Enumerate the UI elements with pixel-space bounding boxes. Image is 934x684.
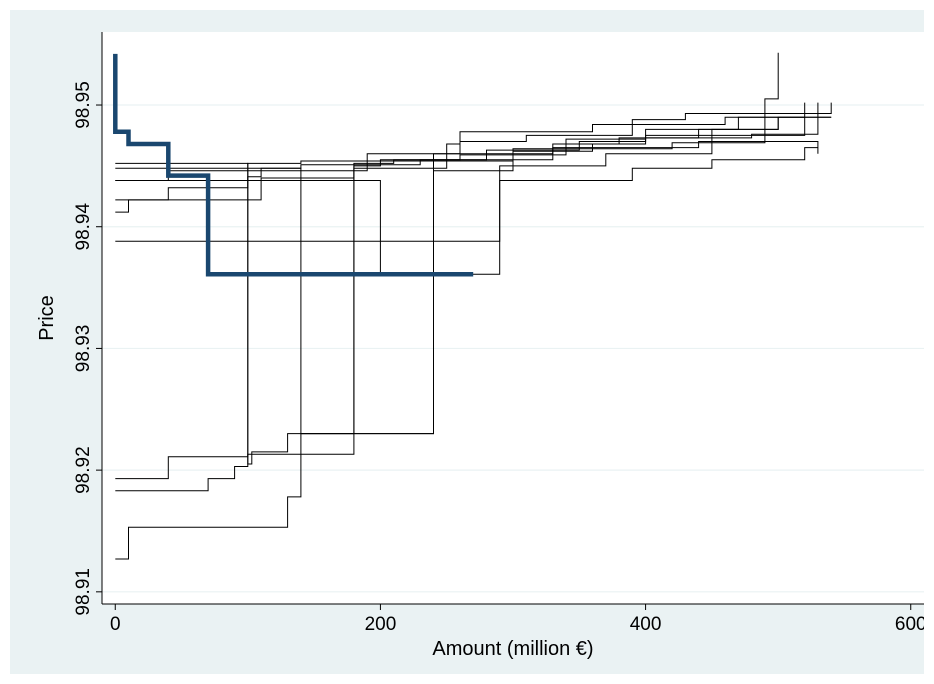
highlight-series-line <box>113 53 474 277</box>
series-line-8 <box>115 116 805 492</box>
plot-area <box>102 32 924 604</box>
chart-frame: 98.91 98.92 98.93 98.94 98.95 0 200 400 600 Amou… <box>10 10 924 674</box>
y-tick-label: 98.93 <box>73 325 94 373</box>
x-tick-label: 0 <box>110 614 121 635</box>
x-tick-label: 600 <box>895 614 924 635</box>
x-tick-label: 400 <box>630 614 662 635</box>
step-chart: 98.91 98.92 98.93 98.94 98.95 0 200 400 600 Amou… <box>36 32 924 660</box>
x-tick-label: 200 <box>365 614 397 635</box>
series-line-5 <box>115 52 779 213</box>
axes <box>101 32 924 605</box>
highlight-series-layer <box>113 53 474 277</box>
y-tick-label: 98.91 <box>73 568 94 616</box>
grid-lines <box>102 104 924 593</box>
y-tick-label: 98.95 <box>73 81 94 129</box>
x-axis-title: Amount (million €) <box>432 638 593 660</box>
series-line-9 <box>115 117 779 560</box>
y-axis-title: Price <box>36 295 58 341</box>
y-tick-label: 98.92 <box>73 446 94 494</box>
tick-marks: 98.91 98.92 98.93 98.94 98.95 0 200 400 600 <box>73 81 924 635</box>
series-line-7 <box>115 141 819 480</box>
series-line-1 <box>115 116 832 465</box>
series-lines <box>115 52 832 560</box>
y-tick-label: 98.94 <box>73 203 94 251</box>
series-line-10 <box>115 147 818 275</box>
